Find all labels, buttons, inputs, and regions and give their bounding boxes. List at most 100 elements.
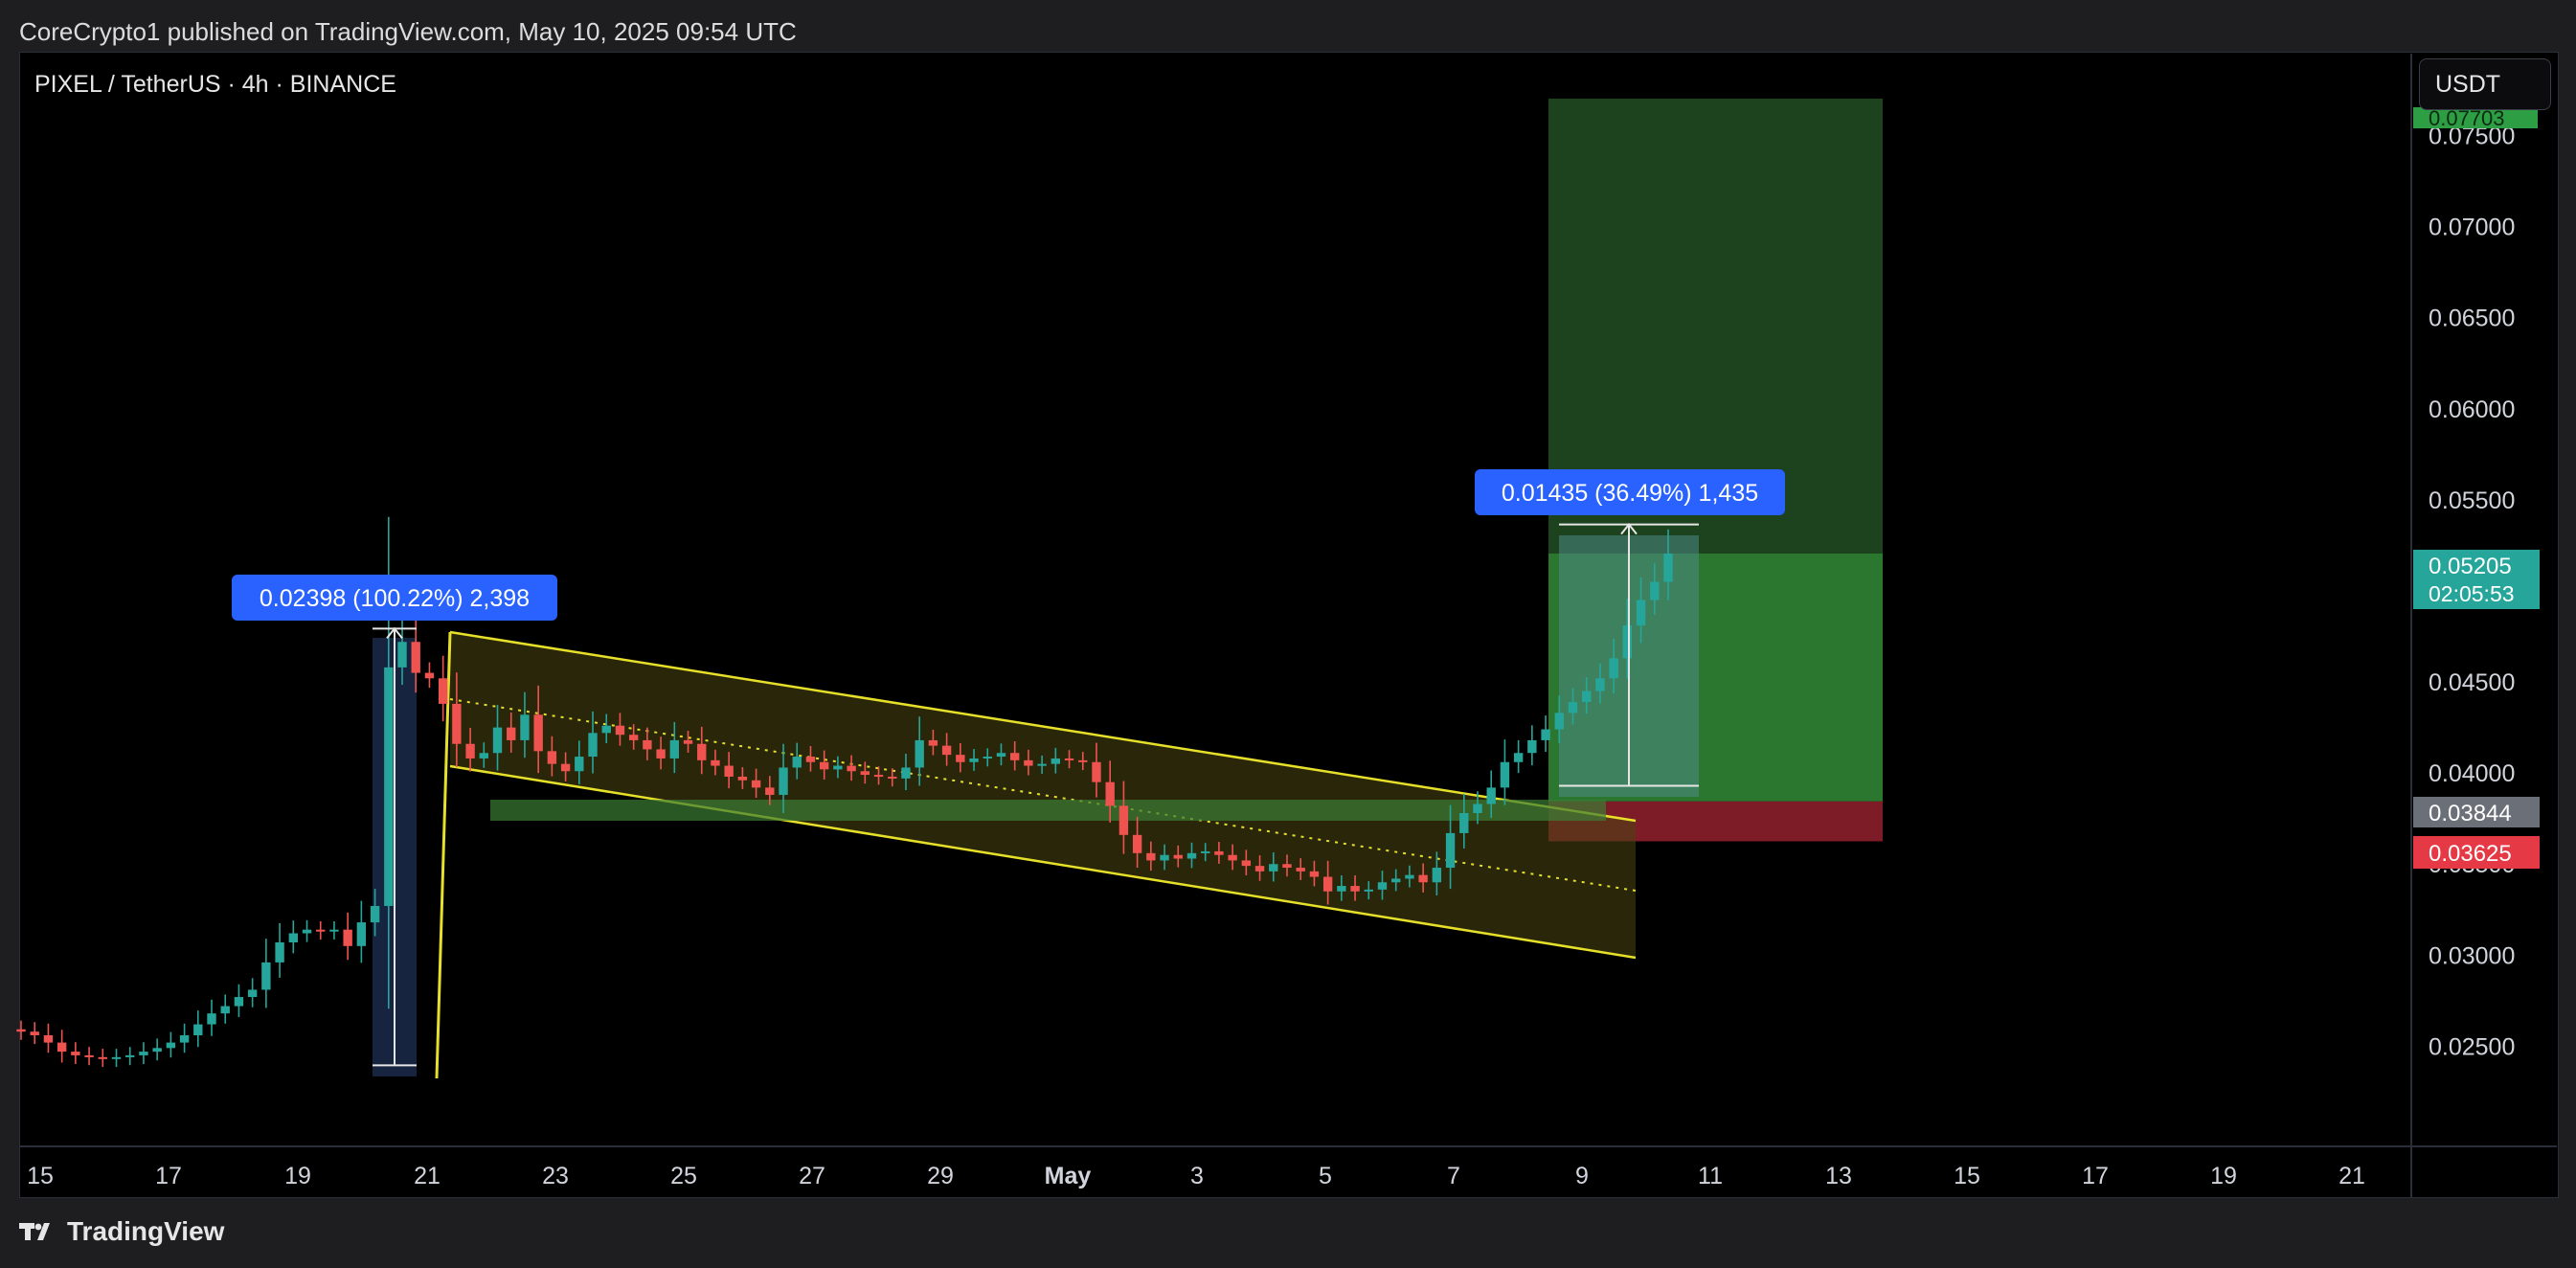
x-tick-label: 11 xyxy=(1698,1163,1723,1189)
candle-body xyxy=(1609,658,1618,679)
channel-upper-line xyxy=(449,630,1637,823)
candle-body xyxy=(575,757,584,772)
entry-price-text: 0.03844 xyxy=(2429,801,2512,826)
target-price-text: 0.07703 xyxy=(2429,106,2505,130)
candle-body xyxy=(492,727,503,754)
candle-body xyxy=(1554,713,1564,730)
candle-body xyxy=(1269,864,1278,872)
y-tick-label: 0.06500 xyxy=(2429,306,2515,332)
candle-body xyxy=(1186,852,1197,859)
candle-body xyxy=(873,775,884,778)
candle-body xyxy=(833,765,843,770)
candle-body xyxy=(724,765,734,777)
support-zone xyxy=(490,800,1606,821)
x-tick-label: 17 xyxy=(2082,1163,2109,1189)
footer-brand: TradingView xyxy=(67,1216,225,1246)
candle-body xyxy=(1650,581,1660,600)
flagpole-line xyxy=(435,631,452,1079)
candle-body xyxy=(438,678,448,704)
y-tick-label: 0.03000 xyxy=(2429,942,2515,969)
candle-body xyxy=(1119,805,1129,835)
x-tick-label: 15 xyxy=(27,1163,54,1189)
candle-body xyxy=(683,739,693,744)
candle-body xyxy=(370,905,380,923)
x-tick-label: 9 xyxy=(1575,1163,1589,1189)
candle-body xyxy=(928,739,938,746)
candle-body xyxy=(424,672,435,679)
candle-body xyxy=(1254,866,1265,872)
candle-body xyxy=(711,759,720,766)
candle-body xyxy=(43,1034,54,1043)
candle-body xyxy=(792,757,802,768)
candle-body xyxy=(901,767,911,779)
publisher-line: CoreCrypto1 published on TradingView.com… xyxy=(19,17,797,46)
candle-body xyxy=(302,929,312,934)
publish-header: CoreCrypto1 published on TradingView.com… xyxy=(0,0,2576,52)
x-tick-label: 29 xyxy=(927,1163,954,1189)
y-tick-label: 0.05500 xyxy=(2429,487,2515,514)
symbol-title: PIXEL / TetherUS · 4h · BINANCE xyxy=(34,71,396,98)
measure-label-breakout-bg xyxy=(1475,469,1785,515)
candle-body xyxy=(125,1054,135,1057)
candle-body xyxy=(465,743,475,759)
candle-body xyxy=(969,758,979,762)
x-tick-label: 23 xyxy=(542,1163,569,1189)
candle-body xyxy=(1622,625,1633,659)
candle-body xyxy=(765,787,775,795)
candle-body xyxy=(547,751,557,764)
y-tick-label: 0.02500 xyxy=(2429,1033,2515,1060)
candle-body xyxy=(1241,860,1252,867)
candle-body xyxy=(643,739,652,750)
candle-body xyxy=(1500,761,1510,788)
candle-body xyxy=(1527,739,1537,754)
candle-body xyxy=(397,642,407,668)
candle-body xyxy=(1513,753,1524,762)
candle-body xyxy=(1473,804,1482,813)
candle-body xyxy=(941,745,952,756)
candle-body xyxy=(261,962,271,990)
candle-body xyxy=(1132,834,1142,853)
x-tick-label: 15 xyxy=(1954,1163,1980,1189)
candle-body xyxy=(1445,832,1456,869)
candle-body xyxy=(915,739,924,768)
candle-body xyxy=(1486,787,1496,804)
candle-body xyxy=(1024,759,1033,766)
candle-body xyxy=(1391,878,1401,883)
candle-body xyxy=(1146,852,1156,861)
chart-frame[interactable] xyxy=(19,52,2559,1198)
candle-body xyxy=(1228,854,1237,861)
candle-body xyxy=(316,929,326,932)
candle-body xyxy=(1037,763,1047,766)
last-price-text: 0.05205 xyxy=(2429,554,2512,579)
candle-body xyxy=(996,753,1006,758)
candle-body xyxy=(697,743,707,760)
x-tick-label: 5 xyxy=(1319,1163,1332,1189)
tradingview-logo[interactable]: TradingView xyxy=(19,1216,224,1247)
candle-body xyxy=(1541,729,1550,740)
channel-lower-line xyxy=(449,764,1637,960)
candle-body xyxy=(275,942,284,962)
measure-label-flagpole-bg xyxy=(232,575,557,621)
footer-bar: TradingView xyxy=(0,1199,2576,1268)
candle-body xyxy=(507,727,516,740)
candle-body xyxy=(234,997,244,1007)
x-tick-label: 25 xyxy=(670,1163,697,1189)
candle-body xyxy=(628,735,639,740)
measure-label-flagpole: 0.02398 (100.22%) 2,398 xyxy=(260,585,530,612)
candle-body xyxy=(16,1029,26,1032)
candle-body xyxy=(1663,554,1673,582)
candle-body xyxy=(1051,758,1061,764)
currency-button[interactable]: USDT xyxy=(2419,58,2551,110)
candle-body xyxy=(179,1034,190,1043)
candle-body xyxy=(356,922,367,946)
candle-body xyxy=(656,749,666,759)
candle-body xyxy=(84,1054,94,1057)
candle-body xyxy=(1582,691,1592,702)
candle-body xyxy=(1364,889,1373,892)
candle-body xyxy=(1432,868,1442,883)
candle-body xyxy=(343,929,352,946)
candle-body xyxy=(1160,854,1169,861)
x-tick-label: 17 xyxy=(155,1163,182,1189)
candle-body xyxy=(1105,781,1115,806)
